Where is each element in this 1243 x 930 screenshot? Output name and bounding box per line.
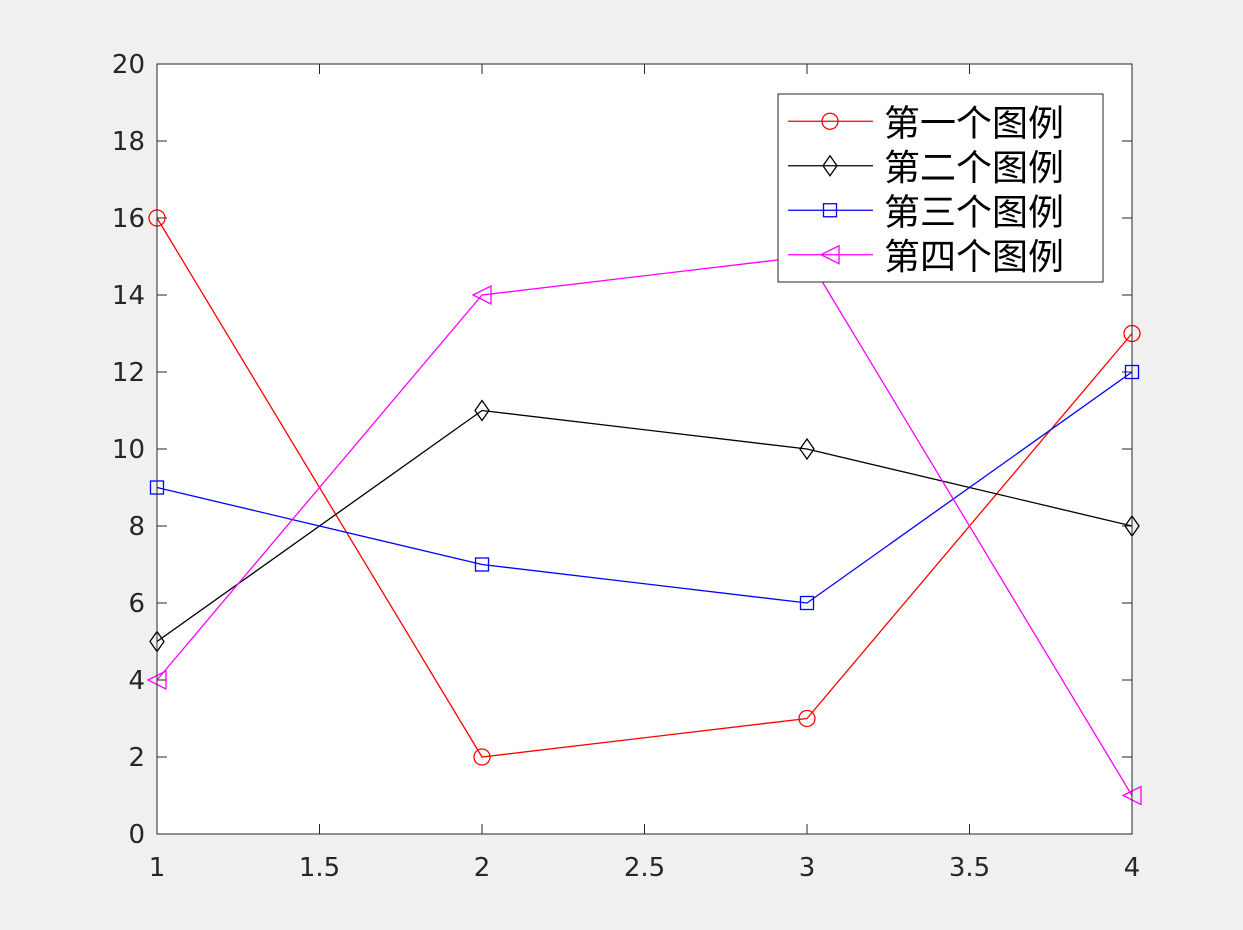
legend-marker <box>819 244 840 265</box>
y-tick-label: 16 <box>112 204 145 234</box>
data-point-3 <box>474 557 490 572</box>
legend-item-2[interactable]: 第二个图例 <box>788 148 1064 189</box>
data-point-2 <box>799 437 815 461</box>
y-tick-label: 20 <box>112 50 145 80</box>
legend-label: 第四个图例 <box>884 237 1064 278</box>
x-tick-label: 2.5 <box>624 853 665 883</box>
legend-marker <box>822 154 838 177</box>
legend-item-1[interactable]: 第一个图例 <box>788 103 1064 144</box>
y-tick-label: 4 <box>128 666 145 696</box>
legend-marker <box>822 203 838 218</box>
y-tick-label: 2 <box>128 743 145 773</box>
y-tick-label: 0 <box>128 820 145 850</box>
legend-label: 第二个图例 <box>884 148 1064 189</box>
y-tick-label: 8 <box>128 512 145 542</box>
data-point-1 <box>473 748 491 766</box>
legend-label: 第一个图例 <box>884 103 1064 144</box>
y-tick-label: 10 <box>112 435 145 465</box>
x-tick-label: 3 <box>799 853 816 883</box>
y-tick-label: 6 <box>128 589 145 619</box>
y-axis: 0 2 4 6 8 10 12 14 16 18 20 <box>112 50 1132 850</box>
data-point-3 <box>799 595 815 611</box>
legend-item-3[interactable]: 第三个图例 <box>788 192 1064 233</box>
data-point-4 <box>471 284 492 306</box>
y-tick-label: 14 <box>112 281 145 311</box>
x-tick-label: 2 <box>474 853 491 883</box>
series-layer <box>146 209 1142 806</box>
legend-label: 第三个图例 <box>884 192 1064 233</box>
y-tick-label: 18 <box>112 127 145 157</box>
legend-box <box>777 93 1104 283</box>
x-tick-label: 3.5 <box>949 853 990 883</box>
series-line-4 <box>156 255 1133 796</box>
x-axis: 1 1.5 2 2.5 3 3.5 4 <box>149 64 1141 883</box>
x-tick-label: 1.5 <box>299 853 340 883</box>
x-tick-label: 4 <box>1124 853 1141 883</box>
x-tick-label: 1 <box>149 853 166 883</box>
legend-marker <box>821 112 839 130</box>
data-point-1 <box>798 709 816 728</box>
series-line-3 <box>156 371 1133 604</box>
plot-frame <box>156 63 1133 835</box>
data-point-2 <box>474 399 490 422</box>
y-tick-label: 12 <box>112 358 145 388</box>
legend-item-4[interactable]: 第四个图例 <box>788 237 1064 278</box>
